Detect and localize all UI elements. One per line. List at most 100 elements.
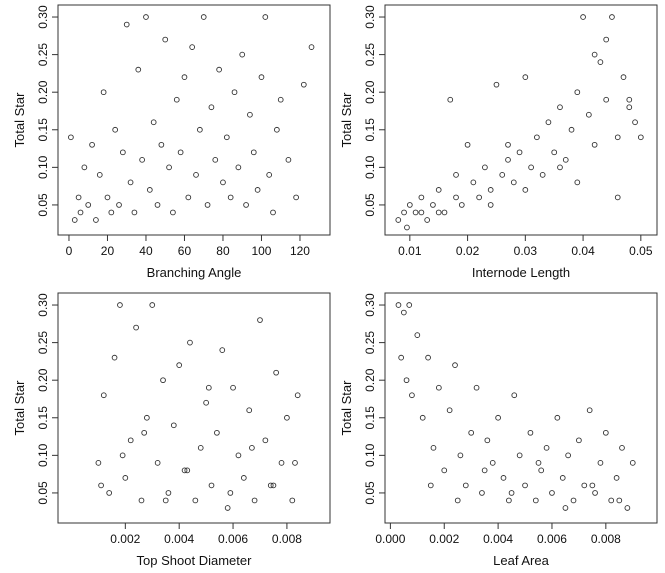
point xyxy=(462,482,469,489)
point xyxy=(554,414,561,421)
point xyxy=(409,392,415,399)
y-tick-label: 0.15 xyxy=(36,406,50,430)
point xyxy=(100,89,107,96)
point xyxy=(285,156,292,163)
point xyxy=(549,490,555,496)
point xyxy=(181,467,188,474)
point xyxy=(112,126,119,133)
point xyxy=(576,437,582,444)
point xyxy=(220,179,226,186)
point xyxy=(219,347,226,353)
point xyxy=(500,475,507,481)
point xyxy=(580,14,586,20)
point xyxy=(470,179,477,186)
point xyxy=(250,149,257,156)
point xyxy=(453,172,459,178)
point xyxy=(173,96,180,103)
point xyxy=(205,384,212,391)
point xyxy=(591,51,598,58)
y-axis-label: Total Star xyxy=(12,380,27,436)
point xyxy=(505,156,511,163)
point xyxy=(200,14,207,20)
point xyxy=(570,497,577,504)
point xyxy=(592,490,598,496)
point xyxy=(395,302,402,308)
point xyxy=(473,384,480,391)
point xyxy=(95,460,102,466)
point xyxy=(506,497,512,504)
point xyxy=(589,482,596,489)
point xyxy=(123,21,130,28)
point xyxy=(499,172,506,178)
point xyxy=(71,217,78,223)
point xyxy=(270,209,276,216)
point xyxy=(414,332,421,338)
point xyxy=(493,81,500,88)
point xyxy=(446,407,453,414)
point xyxy=(619,444,625,451)
point xyxy=(143,14,149,20)
y-tick-label: 0.05 xyxy=(363,193,377,217)
point xyxy=(119,452,126,459)
point xyxy=(616,497,623,504)
point xyxy=(257,317,263,323)
point xyxy=(562,156,569,163)
point xyxy=(412,209,419,216)
point xyxy=(574,179,581,186)
point xyxy=(516,149,523,156)
point xyxy=(127,437,134,444)
point xyxy=(262,437,269,444)
point xyxy=(170,209,176,216)
point xyxy=(418,194,425,201)
y-tick-label: 0.15 xyxy=(363,406,377,430)
point xyxy=(419,414,426,421)
x-tick-label: 0.04 xyxy=(571,244,595,258)
point xyxy=(120,149,126,156)
x-tick-label: 0.02 xyxy=(456,244,480,258)
point xyxy=(149,302,156,308)
x-tick-label: 80 xyxy=(216,244,230,258)
point xyxy=(135,66,142,73)
point xyxy=(436,384,442,391)
point xyxy=(424,217,431,223)
x-tick-label: 60 xyxy=(178,244,192,258)
point xyxy=(193,172,199,178)
point xyxy=(614,134,621,141)
point xyxy=(597,59,604,65)
point xyxy=(144,414,150,421)
point xyxy=(208,104,215,111)
y-tick-label: 0.05 xyxy=(363,481,377,505)
point xyxy=(613,475,620,481)
point xyxy=(235,164,242,171)
point xyxy=(133,324,139,331)
y-axis-label: Total Star xyxy=(339,92,354,148)
point xyxy=(267,482,274,489)
point xyxy=(138,497,145,504)
point xyxy=(568,126,575,133)
x-axis-label: Internode Length xyxy=(472,265,570,280)
y-tick-label: 0.25 xyxy=(363,331,377,355)
point xyxy=(154,460,161,466)
point xyxy=(292,460,298,466)
point xyxy=(192,497,199,504)
point xyxy=(425,354,431,361)
point xyxy=(104,194,111,201)
point xyxy=(98,482,104,489)
point xyxy=(235,452,242,459)
point xyxy=(398,354,405,361)
y-tick-label: 0.20 xyxy=(36,80,50,104)
point xyxy=(626,96,633,103)
point xyxy=(430,202,436,208)
point xyxy=(185,194,192,201)
point xyxy=(100,392,107,399)
point xyxy=(81,164,88,171)
x-tick-label: 0.000 xyxy=(375,532,405,546)
point xyxy=(609,14,615,20)
y-tick-label: 0.05 xyxy=(36,481,50,505)
x-tick-label: 0.006 xyxy=(218,532,248,546)
point xyxy=(68,134,74,141)
point xyxy=(122,475,129,481)
point xyxy=(246,407,253,414)
y-tick-label: 0.20 xyxy=(363,368,377,392)
point xyxy=(139,156,145,163)
